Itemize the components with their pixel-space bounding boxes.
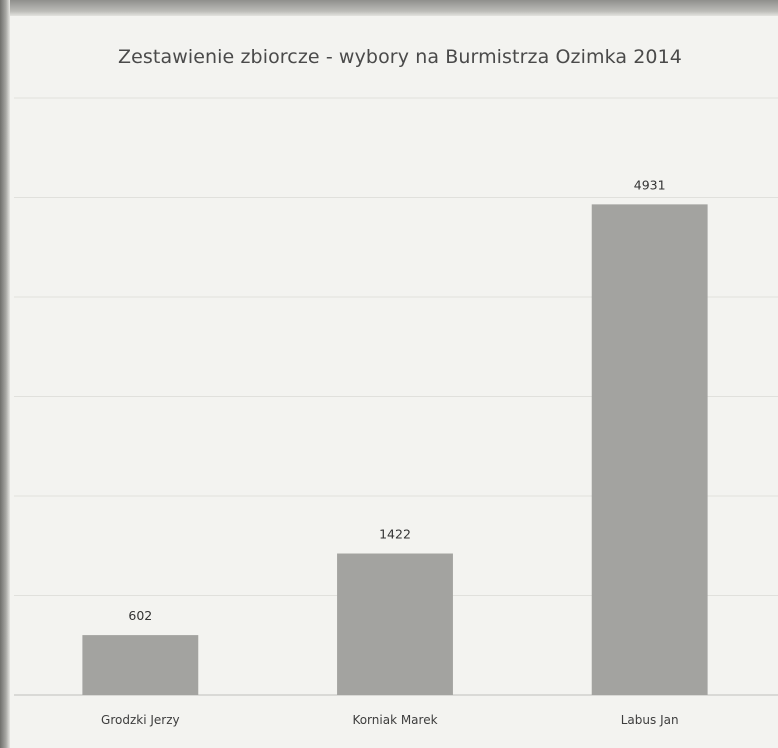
category-label: Grodzki Jerzy: [101, 713, 180, 727]
bar: [337, 553, 453, 695]
data-label: 1422: [379, 527, 411, 542]
bar: [591, 204, 708, 696]
scan-edge-top: [0, 0, 778, 16]
scan-edge-left: [0, 0, 10, 748]
category-label: Labus Jan: [621, 713, 679, 727]
data-label: 4931: [634, 177, 666, 192]
bar: [82, 635, 199, 695]
bars: [82, 204, 708, 696]
chart-title: Zestawienie zbiorcze - wybory na Burmist…: [118, 46, 682, 68]
data-label: 602: [128, 608, 152, 623]
category-labels: Grodzki Jerzy Korniak Marek Labus Jan: [101, 713, 679, 727]
data-labels: 602 1422 4931: [128, 177, 665, 623]
category-label: Korniak Marek: [352, 713, 437, 727]
